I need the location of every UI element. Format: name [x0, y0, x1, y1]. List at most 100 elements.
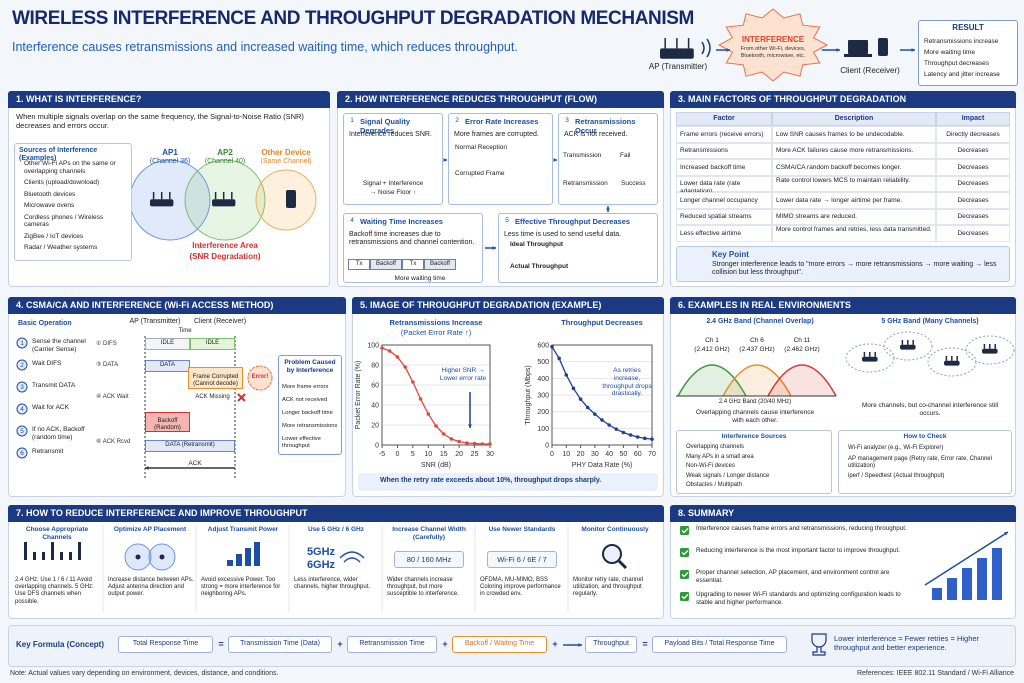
text: IDLE	[205, 340, 220, 346]
text: INTERFERENCE	[741, 35, 805, 44]
section-title: 4. CSMA/CA AND INTERFERENCE (Wi-Fi ACCES…	[8, 297, 346, 314]
text: (Channel 36)	[149, 158, 191, 165]
check-item: iperf / Speedtest (Actual throughput)	[848, 473, 945, 479]
source-item: Obstacles / Multipath	[686, 482, 743, 488]
text: Transmission	[563, 152, 602, 159]
step-number: 2	[20, 361, 24, 369]
text: (Same Channel)	[260, 158, 312, 165]
table-text: MIMO streams are reduced.	[776, 213, 857, 220]
formula-term: Backoff / Waiting Time	[464, 640, 535, 647]
timeline-label: Tx	[409, 261, 417, 267]
text: Actual Throughput	[510, 263, 569, 270]
table-header: Impact	[961, 115, 985, 122]
text: Stronger interference leads to "more err…	[712, 261, 997, 277]
source-item: Radar / Weather systems	[24, 244, 98, 251]
table-text: Decreases	[957, 196, 989, 204]
text: (Channel 40)	[204, 158, 246, 165]
table-cell	[936, 126, 1010, 143]
text: 2.4 GHz Band (20/40 MHz)	[718, 399, 792, 405]
check-box	[838, 430, 1012, 494]
step-title: Signal Quality Degrades	[360, 117, 411, 135]
table-text: More control frames and retries, less da…	[776, 226, 932, 233]
table-header-cell	[936, 112, 1010, 126]
text: Signal + Interference	[362, 180, 424, 187]
section-title: 8. SUMMARY	[670, 505, 1016, 522]
table-text: Directly decreases	[946, 130, 1000, 138]
timeline-label: Backoff	[430, 261, 450, 267]
step-text: Wait for ACK	[32, 404, 69, 411]
step-number: 4	[350, 217, 354, 224]
footer-note: Note: Actual values vary depending on en…	[10, 670, 279, 677]
table-cell	[772, 208, 936, 225]
step-text: Sense the channel (Carrier Sense)	[32, 338, 86, 353]
term-box	[347, 636, 437, 653]
frame-box	[145, 360, 190, 372]
chart-annotation: As retries increase, throughput drops dr…	[602, 367, 652, 398]
text: (SNR Degradation)	[189, 252, 261, 261]
table-header: Factor	[713, 115, 735, 122]
operator: +	[337, 639, 343, 649]
table-text: Low SNR causes frames to be undecodable.	[776, 130, 905, 138]
step-desc: More frames are corrupted.	[454, 131, 539, 138]
table-text: Decreases	[957, 180, 989, 187]
problem-item: More retransmissions	[282, 423, 338, 429]
result-item: More waiting time	[924, 49, 975, 56]
text: ACK Missing	[195, 394, 230, 400]
problem-item: Lower effective throughput	[282, 436, 321, 449]
text: Frame Corrupted (Cannot decode)	[192, 374, 239, 388]
table-cell	[772, 142, 936, 159]
tip-title: Adjust Transmit Power	[207, 526, 279, 533]
tip-title: Use 5 GHz / 6 GHz	[308, 526, 364, 533]
table-text: More ACK failures cause more retransmiss…	[776, 147, 914, 154]
term-box	[452, 636, 547, 653]
source-item: Cordless phones / Wireless cameras	[24, 213, 104, 229]
formula-term: Throughput	[593, 640, 629, 647]
timeline-mark: ③ DATA	[96, 362, 119, 368]
problem-box	[278, 355, 342, 455]
chart-subtitle: (Packet Error Rate ↑)	[400, 328, 472, 337]
result-item: Retransmissions increase	[924, 38, 999, 45]
table-text: Decreases	[957, 213, 989, 220]
laptop-icon	[848, 40, 868, 54]
chart-annotation: Higher SNR → Lower error rate	[439, 367, 487, 382]
frame-box	[145, 338, 190, 350]
step-box	[448, 113, 553, 205]
result-item: Throughput decreases	[924, 60, 990, 67]
table-cell	[936, 142, 1010, 159]
text: Key Point	[712, 250, 749, 259]
section-title: 3. MAIN FACTORS OF THROUGHPUT DEGRADATIO…	[670, 91, 1016, 108]
text: DATA	[159, 362, 176, 368]
text: ACK	[188, 460, 202, 467]
result-item: Latency and jitter increase	[924, 71, 1000, 78]
section-title: 1. WHAT IS INTERFERENCE?	[8, 91, 330, 108]
table-cell	[676, 126, 772, 143]
sources-box	[14, 143, 132, 261]
step-box	[498, 213, 658, 283]
text: When multiple signals overlap on the sam…	[16, 112, 304, 130]
channel-name: Ch 11	[793, 337, 811, 344]
timeline-block	[424, 259, 456, 270]
table-cell	[772, 225, 936, 242]
source-item: Clients (upload/download)	[24, 179, 100, 186]
problem-item: ACK not received	[282, 397, 328, 403]
text: More waiting time	[394, 275, 446, 282]
step-number: 1	[20, 339, 24, 347]
step-number: 5	[505, 217, 509, 224]
arrow-head	[836, 48, 840, 52]
table-text: Lower data rate (rate adaptation)	[680, 180, 741, 195]
step-number: 2	[455, 117, 459, 124]
text: Fail	[620, 152, 631, 159]
table-text: Reduced spatial streams	[680, 213, 752, 220]
text: From other Wi-Fi, devices, Bluetooth, mi…	[740, 46, 806, 59]
step-text: Retransmit	[32, 448, 64, 455]
step-number: 1	[350, 117, 354, 124]
note-box	[358, 473, 658, 491]
timeline-block	[402, 259, 424, 270]
step-text: Wait DIFS	[32, 360, 62, 367]
table-text: Rate control lowers MCS to maintain reli…	[776, 176, 910, 184]
tip-desc: Avoid excessive Power. Too strong = more…	[201, 577, 281, 598]
key-point-box	[676, 246, 1010, 282]
arrow-head	[726, 48, 730, 52]
step-box	[558, 113, 658, 205]
